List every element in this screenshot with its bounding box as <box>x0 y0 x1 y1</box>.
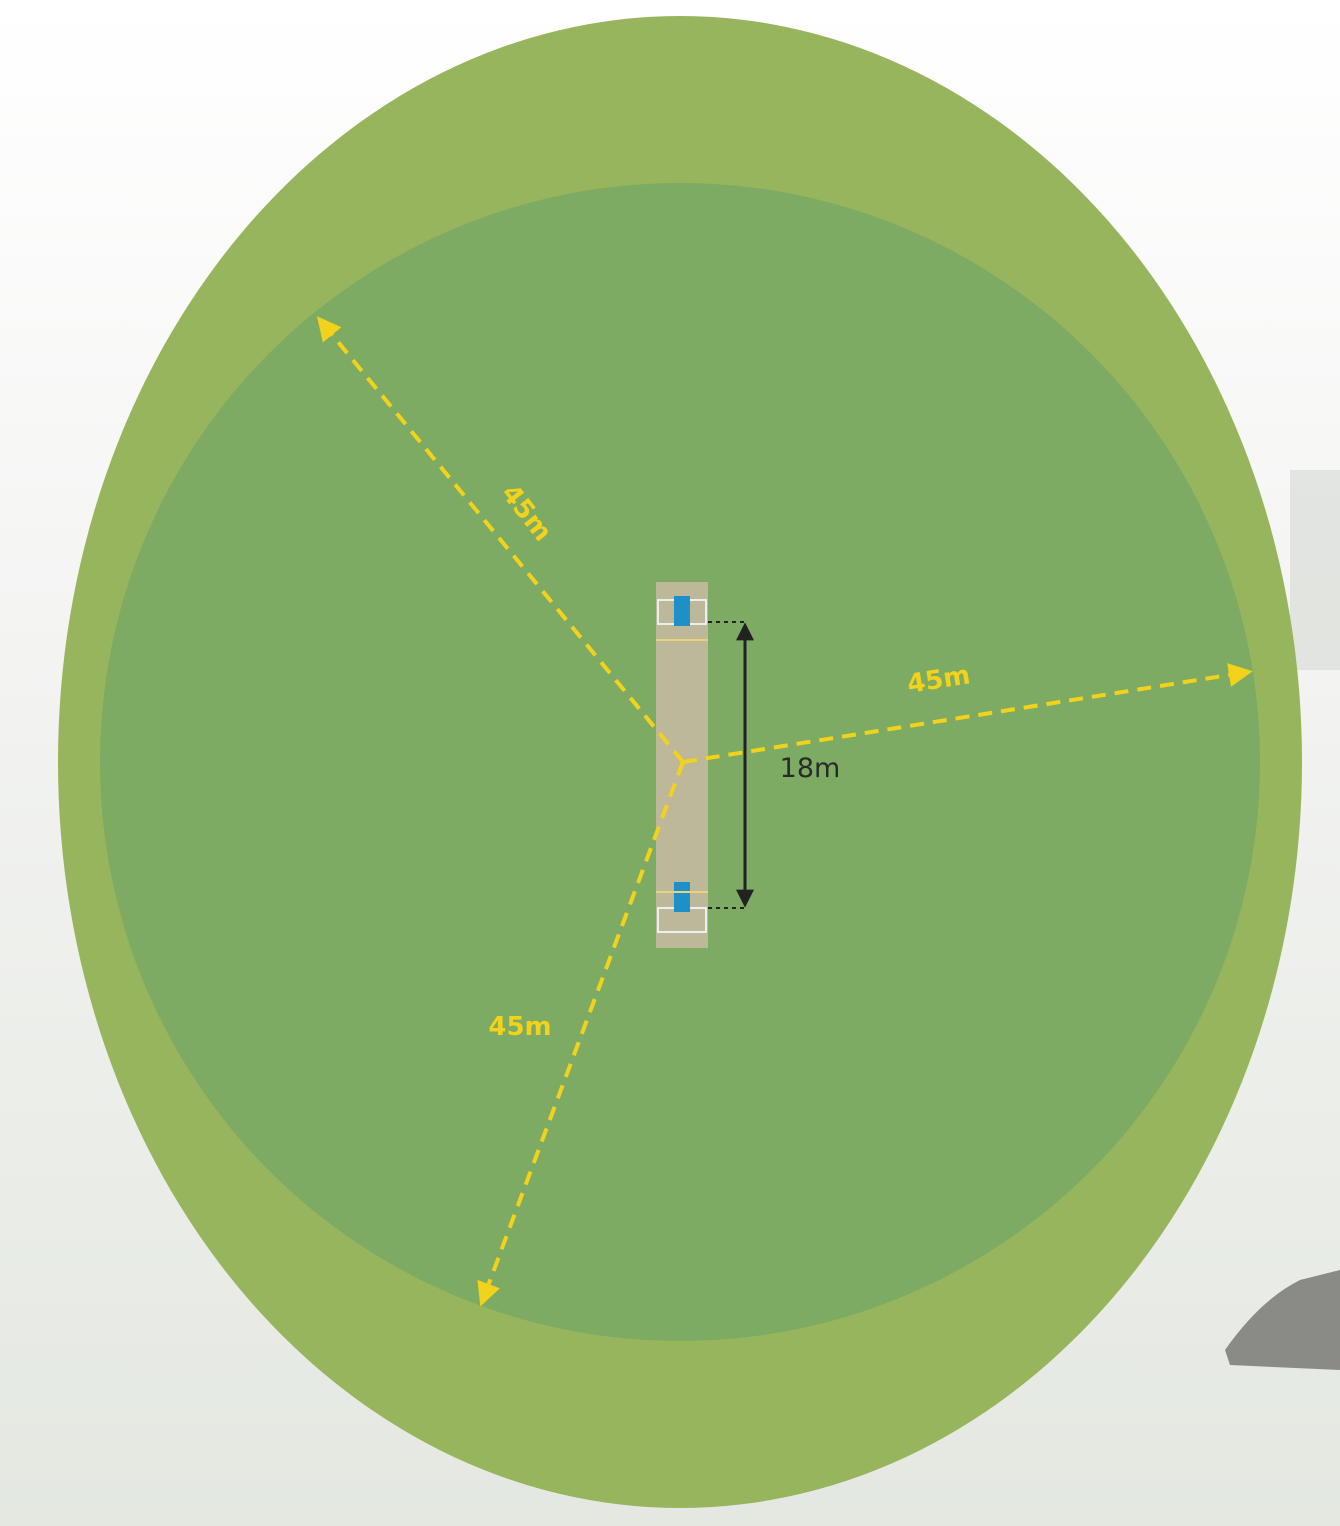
wicket-top <box>656 596 708 641</box>
wicket-bottom <box>656 882 708 933</box>
radius-lines <box>316 316 1253 1307</box>
pitch-length-label: 18m <box>780 753 841 784</box>
shoe <box>1225 1270 1340 1370</box>
pitch-guides <box>708 621 745 909</box>
background-scene <box>1290 470 1340 670</box>
radius-label: 45m <box>488 1012 551 1042</box>
